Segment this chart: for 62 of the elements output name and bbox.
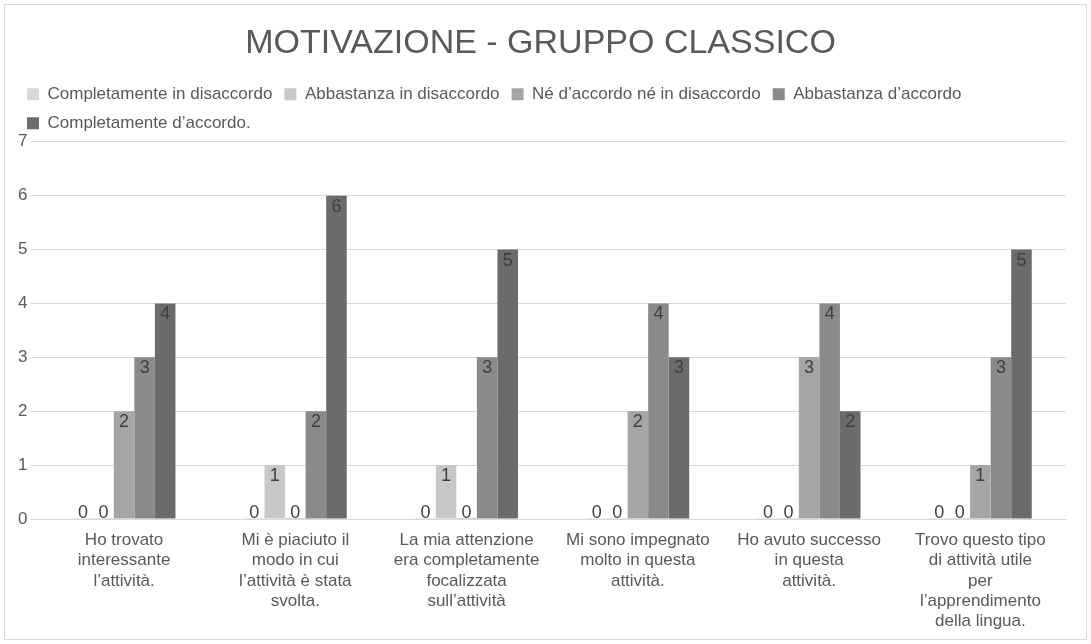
data-label: 0	[783, 501, 794, 522]
legend-label: Abbastanza in disaccordo	[304, 83, 500, 103]
bar	[476, 357, 498, 519]
x-tick-label: Ho avuto successo in questa attività.	[737, 529, 881, 590]
data-label: 0	[249, 501, 260, 522]
legend-label: Completamente in disaccordo	[47, 83, 273, 103]
bar	[435, 465, 457, 519]
data-label: 1	[975, 465, 986, 486]
bar	[305, 411, 327, 519]
y-tick-label: 7	[17, 131, 28, 151]
data-label: 0	[98, 501, 109, 522]
y-tick-label: 6	[17, 185, 28, 205]
bar	[990, 357, 1012, 519]
chart-title: MOTIVAZIONE - GRUPPO CLASSICO	[245, 21, 836, 60]
data-label: 0	[591, 501, 602, 522]
data-label: 0	[77, 501, 88, 522]
bar	[326, 195, 347, 519]
legend-label: Abbastanza d’accordo	[793, 83, 962, 103]
x-tick-label: Trovo questo tipo di attività utile per l’apprendimento della lingua.	[915, 529, 1046, 631]
data-label: 4	[824, 303, 835, 324]
data-label: 3	[139, 357, 150, 378]
data-label: 0	[290, 501, 301, 522]
data-label: 0	[763, 501, 774, 522]
data-label: 2	[310, 411, 321, 432]
data-label: 0	[612, 501, 623, 522]
data-label: 3	[482, 357, 493, 378]
bar	[627, 411, 649, 519]
bar	[134, 357, 155, 519]
bar	[798, 357, 820, 519]
bar	[668, 357, 690, 519]
data-label: 0	[954, 501, 965, 522]
data-label: 0	[934, 501, 945, 522]
x-tick-label: La mia attenzione era completamente focalizzata sull’attività	[393, 529, 540, 611]
bar	[154, 303, 176, 519]
data-label: 2	[119, 411, 130, 432]
data-label: 0	[461, 501, 472, 522]
bar	[113, 411, 135, 519]
y-tick-label: 0	[17, 508, 28, 528]
data-label: 1	[269, 465, 280, 486]
y-tick-label: 4	[17, 293, 28, 313]
y-tick-label: 3	[17, 347, 28, 367]
data-label: 0	[420, 501, 431, 522]
data-label: 3	[804, 357, 815, 378]
bar	[970, 465, 991, 519]
bar	[839, 411, 861, 519]
data-label: 4	[653, 303, 664, 324]
data-label: 2	[632, 411, 643, 432]
bar	[648, 303, 669, 519]
y-tick-label: 2	[17, 400, 28, 420]
bar	[264, 465, 286, 519]
x-tick-label: Ho trovato interessante l’attività.	[77, 529, 171, 590]
data-label: 1	[441, 465, 452, 486]
x-tick-label: Mi sono impegnato molto in questa attività.	[566, 529, 710, 590]
x-tick-label: Mi è piaciuto il modo in cui l’attività è stata svolta.	[239, 529, 353, 611]
bar	[497, 249, 518, 519]
y-tick-label: 5	[17, 239, 28, 259]
data-label: 3	[995, 357, 1006, 378]
legend-label: Né d’accordo né in disaccordo	[532, 83, 761, 103]
legend-label: Completamente d’accordo.	[47, 112, 251, 132]
bar	[819, 303, 840, 519]
y-tick-label: 1	[17, 454, 28, 474]
bar	[1011, 249, 1032, 519]
